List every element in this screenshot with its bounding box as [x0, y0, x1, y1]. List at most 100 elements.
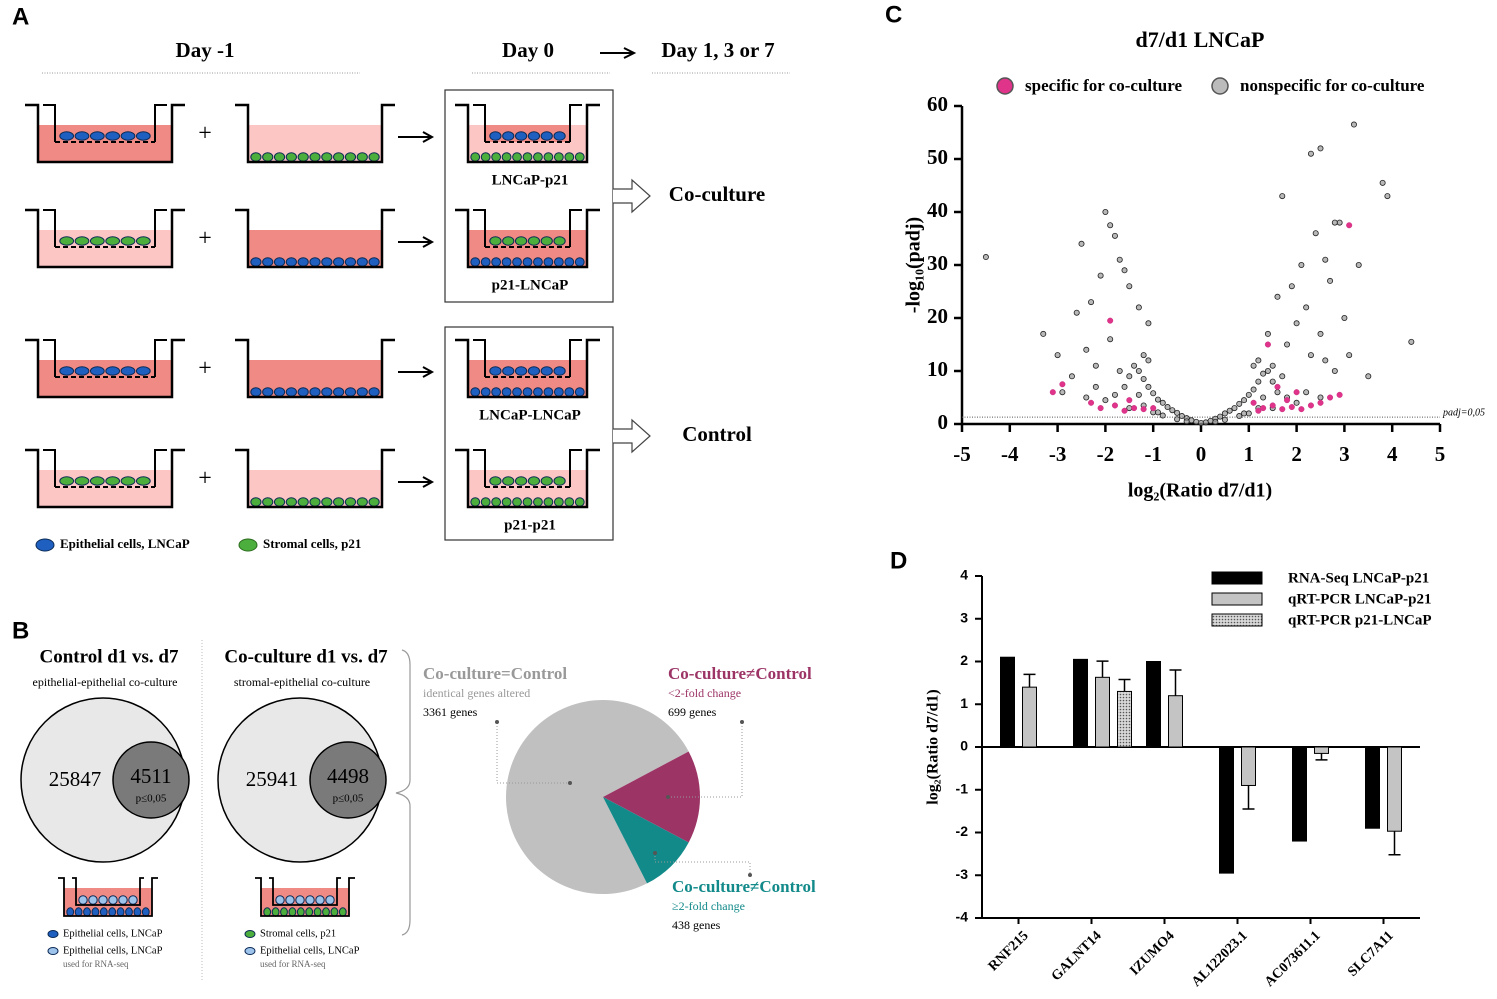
cell	[330, 907, 339, 917]
cell	[553, 152, 564, 162]
insert	[473, 209, 582, 247]
error-bar	[1023, 673, 1036, 688]
point	[982, 254, 989, 261]
point	[1097, 405, 1104, 412]
label: Day 0	[502, 38, 554, 62]
point	[1346, 222, 1353, 229]
point	[1212, 418, 1219, 425]
cell	[502, 131, 515, 141]
point	[1269, 362, 1276, 369]
cell	[527, 236, 541, 246]
point	[1107, 222, 1114, 229]
cell	[271, 907, 280, 917]
venn-inner	[309, 741, 387, 819]
label: -log₁₀(padj)	[903, 217, 925, 313]
point	[1073, 309, 1080, 316]
cell	[120, 366, 136, 376]
insert	[43, 339, 167, 377]
cell	[564, 497, 575, 507]
point	[1049, 389, 1056, 396]
point	[1279, 373, 1286, 380]
cell	[285, 895, 295, 905]
cell	[553, 387, 564, 397]
point	[1303, 304, 1310, 311]
cell	[99, 907, 108, 917]
cell	[480, 497, 491, 507]
pie-slice	[603, 751, 700, 843]
cell	[135, 366, 151, 376]
point	[1135, 367, 1142, 374]
cell	[553, 257, 564, 267]
bar	[1117, 690, 1132, 748]
cell	[540, 366, 553, 376]
legend-cell	[238, 538, 258, 552]
point	[1221, 416, 1228, 423]
point	[1150, 405, 1157, 412]
point	[1102, 397, 1109, 404]
point	[1322, 256, 1329, 263]
point	[1145, 357, 1152, 364]
point	[1341, 314, 1348, 321]
cell	[262, 257, 274, 267]
cell	[305, 895, 315, 905]
bar	[1292, 746, 1307, 842]
label: -3	[1049, 442, 1067, 466]
legend-marker	[1211, 77, 1229, 95]
cell	[108, 895, 118, 905]
point	[1116, 256, 1123, 263]
point	[1365, 373, 1372, 380]
bar	[1168, 695, 1183, 748]
well	[235, 208, 395, 269]
cell	[116, 907, 125, 917]
point	[1293, 399, 1300, 406]
cell	[273, 387, 286, 397]
cell	[135, 236, 151, 246]
cell	[356, 497, 368, 507]
cell	[553, 131, 566, 141]
label: -1	[1144, 442, 1162, 466]
point	[1336, 391, 1343, 398]
cell	[108, 907, 117, 917]
cell	[543, 257, 554, 267]
cell	[59, 476, 75, 486]
legend-cell	[244, 947, 256, 955]
label: Day -1	[176, 38, 235, 62]
block-arrow	[613, 418, 651, 454]
label: 2	[1291, 442, 1302, 466]
point	[1284, 397, 1291, 404]
point	[1255, 378, 1262, 385]
label: IZUMO4	[1127, 928, 1177, 978]
cell	[514, 131, 528, 141]
cell	[344, 497, 357, 507]
point	[1068, 373, 1075, 380]
label: Day 1, 3 or 7	[661, 38, 774, 62]
cell	[543, 387, 554, 397]
cell	[59, 131, 75, 141]
cell	[574, 387, 585, 397]
cell	[273, 152, 286, 162]
label: LNCaP-p21	[492, 172, 569, 188]
bar	[1022, 686, 1037, 748]
cell	[321, 152, 333, 162]
point	[1083, 394, 1090, 401]
cell	[105, 131, 121, 141]
label: 4	[960, 567, 968, 583]
cell	[574, 497, 585, 507]
point	[1059, 389, 1066, 396]
cell	[522, 152, 533, 162]
label: nonspecific for co-culture	[1240, 76, 1425, 95]
cell	[309, 497, 321, 507]
point	[1269, 402, 1276, 409]
label: qRT-PCR LNCaP-p21	[1288, 591, 1432, 607]
point	[1408, 338, 1415, 345]
label: <2-fold change	[668, 686, 741, 700]
point	[1102, 208, 1109, 215]
panel-letter: B	[12, 617, 29, 644]
label: padj=0,05	[1442, 407, 1485, 418]
cell	[285, 257, 297, 267]
well	[255, 877, 355, 917]
point	[1274, 293, 1281, 300]
point	[1121, 267, 1128, 274]
point	[1241, 410, 1248, 417]
cell	[288, 907, 297, 917]
